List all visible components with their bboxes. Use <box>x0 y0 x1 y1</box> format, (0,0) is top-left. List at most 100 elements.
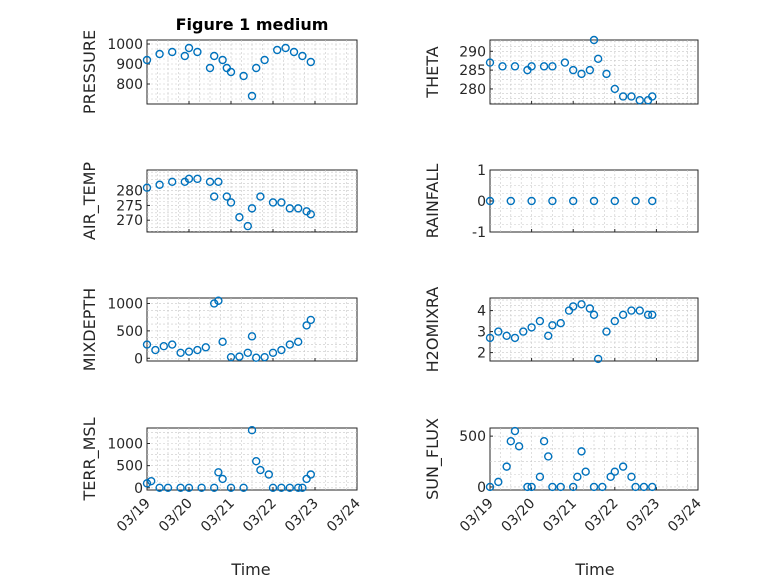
xlabel-left: Time <box>230 560 270 579</box>
data-point <box>193 47 202 57</box>
data-point <box>648 196 657 206</box>
y-tick-label: 500 <box>459 429 486 445</box>
data-point <box>142 479 152 488</box>
data-point <box>506 437 515 446</box>
x-tick-label: 03/21 <box>198 496 238 536</box>
panel-sun-flux: 0 500 SUN_FLUX 03/19 03/20 03/21 03/22 03/23 03/… <box>423 418 705 535</box>
data-point <box>606 472 615 481</box>
y-axis-label: PRESSURE <box>80 30 99 114</box>
data-point <box>539 62 549 71</box>
data-point <box>209 483 219 492</box>
x-tick-label: 03/20 <box>499 496 539 536</box>
data-point <box>205 177 215 187</box>
data-point <box>277 483 286 492</box>
data-point <box>239 483 248 492</box>
data-point <box>585 65 595 75</box>
data-point <box>176 348 185 357</box>
data-point <box>235 352 244 361</box>
figure-title: Figure 1 medium <box>176 15 329 34</box>
data-point <box>226 67 236 77</box>
y-tick-label: 0 <box>477 480 486 496</box>
data-point <box>539 437 549 446</box>
data-point <box>222 192 232 201</box>
data-point <box>151 345 160 355</box>
y-tick-label: 275 <box>116 198 143 214</box>
data-point <box>155 483 164 492</box>
axes-frame <box>489 427 699 491</box>
data-point <box>285 204 294 213</box>
data-point <box>247 332 257 341</box>
data-point <box>618 310 628 319</box>
data-point <box>184 483 194 492</box>
data-point <box>247 91 257 101</box>
data-point <box>618 462 628 471</box>
x-tick-label: 03/22 <box>240 496 280 536</box>
y-tick-label: -1 <box>472 225 486 241</box>
data-point <box>618 92 628 101</box>
data-point <box>218 55 227 65</box>
data-point <box>163 483 173 492</box>
y-axis-label: SUN_FLUX <box>423 418 443 500</box>
data-point <box>306 210 315 219</box>
data-point <box>264 470 273 479</box>
data-point <box>239 71 248 81</box>
data-point <box>502 462 511 471</box>
y-tick-label: 900 <box>116 57 143 73</box>
data-point <box>631 196 640 206</box>
x-tick-label: 03/20 <box>156 496 196 536</box>
y-tick-label: 1 <box>477 163 486 179</box>
data-point <box>294 483 303 492</box>
data-point <box>506 196 515 206</box>
data-point <box>639 482 649 492</box>
data-point <box>535 316 545 326</box>
y-tick-label: 0 <box>477 194 486 210</box>
data-point <box>214 296 223 305</box>
y-tick-label: 280 <box>459 82 486 98</box>
data-point <box>142 340 152 349</box>
data-point <box>226 352 236 362</box>
data-point <box>544 331 553 340</box>
data-point <box>260 352 269 362</box>
data-point <box>569 196 578 206</box>
x-tick-label: 03/19 <box>114 496 154 536</box>
data-point <box>485 58 495 67</box>
data-point <box>598 482 607 492</box>
data-point <box>569 65 578 75</box>
data-point <box>294 337 303 347</box>
data-point <box>193 174 202 184</box>
data-point <box>235 213 244 222</box>
data-point <box>201 343 211 352</box>
data-point <box>635 96 644 105</box>
data-point <box>502 331 511 340</box>
data-point <box>306 57 315 67</box>
y-tick-label: 3 <box>477 325 486 341</box>
data-point <box>573 472 582 481</box>
data-point <box>176 483 185 492</box>
data-point <box>560 58 570 67</box>
data-point <box>589 310 599 319</box>
data-point <box>247 426 257 435</box>
data-point <box>184 347 194 356</box>
data-point <box>564 306 574 315</box>
data-point <box>548 482 557 492</box>
data-point <box>268 198 278 207</box>
y-tick-label: 270 <box>116 213 143 229</box>
data-point <box>610 196 619 206</box>
data-point <box>256 465 265 475</box>
data-point <box>252 353 261 362</box>
data-point <box>281 43 290 53</box>
y-axis-label: H2OMIXRA <box>423 287 442 373</box>
data-point <box>167 340 177 349</box>
data-point <box>226 483 236 492</box>
y-tick-label: 1000 <box>107 37 143 53</box>
data-point <box>627 92 636 101</box>
data-point <box>519 327 528 336</box>
data-point <box>268 483 278 492</box>
data-point <box>155 180 164 189</box>
y-axis-label: TERR_MSL <box>80 417 100 501</box>
data-point <box>167 47 177 57</box>
data-point <box>627 472 636 481</box>
data-point <box>510 333 520 343</box>
data-point <box>544 452 553 461</box>
data-point <box>243 348 253 357</box>
